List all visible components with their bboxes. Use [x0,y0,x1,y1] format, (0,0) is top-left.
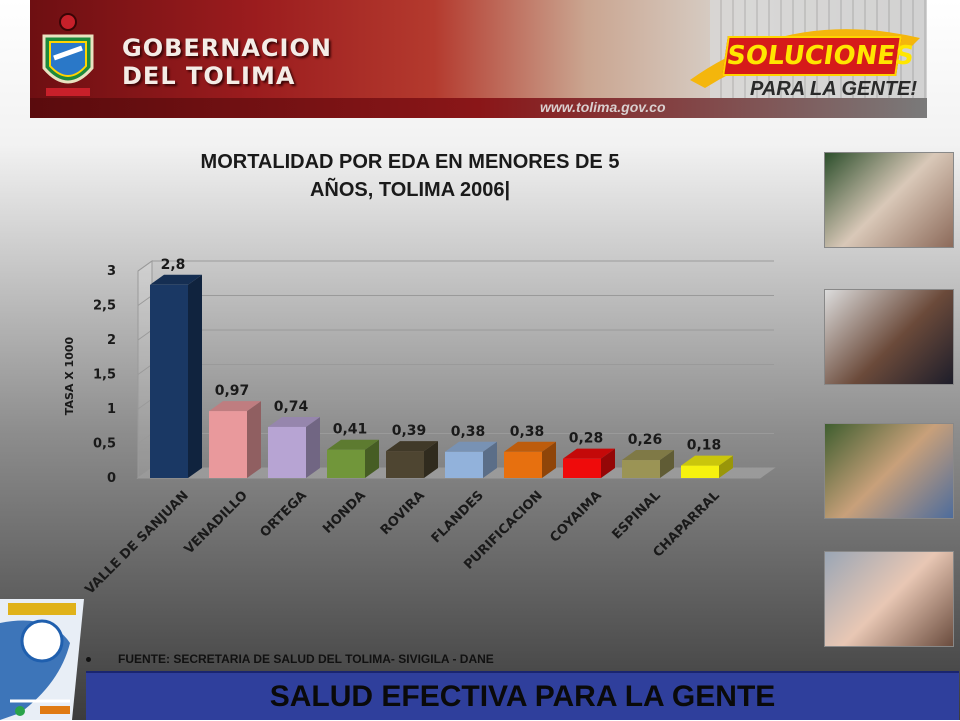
y-axis-label: TASA X 1000 [63,336,76,415]
y-tick-label: 2 [107,333,116,348]
data-label: 0,26 [628,432,663,448]
x-tick-label: VALLE DE SANJUAN [82,488,191,597]
tolima-crest-icon [42,13,94,96]
bar-top [268,416,320,427]
bar [622,460,660,478]
secretaria-salud-logo [0,599,84,720]
bar-side [660,450,674,478]
bar-top [504,441,556,452]
bar-top [209,401,261,412]
bar [563,458,601,478]
gridline-diag [137,295,153,306]
x-tick-label: VENADILLO [182,488,251,557]
bar-top [445,441,497,452]
website-url: www.tolima.gov.co [540,99,666,115]
gridline-diag [137,329,153,341]
gridline-diag [137,433,153,444]
bar-top [622,450,674,461]
chart-title-line1: MORTALIDAD POR EDA EN MENORES DE 5 [200,151,620,173]
data-label: 0,97 [215,383,250,399]
bar [386,451,424,478]
source-text: FUENTE: SECRETARIA DE SALUD DEL TOLIMA- … [118,652,494,666]
bar-side [365,439,379,478]
org-name-line1: GOBERNACION [122,34,332,62]
bar-side [247,401,261,478]
x-tick-label: HONDA [320,488,369,537]
bar [150,284,188,478]
data-label: 0,41 [333,422,368,438]
data-label: 0,38 [451,424,486,440]
gridline-diag [137,398,153,410]
logo-band-top [8,603,76,615]
chart-title-line2: AÑOS, TOLIMA 2006| [309,179,511,201]
bar-top [563,448,615,459]
y-tick-label: 1 [107,402,116,417]
bar-side [188,274,202,478]
y-tick-label: 1,5 [93,368,116,383]
y-tick-label: 0,5 [93,437,116,452]
bar-top [386,441,438,452]
source-note: FUENTE: SECRETARIA DE SALUD DEL TOLIMA- … [86,652,494,666]
header-banner: GOBERNACION DEL TOLIMA www.tolima.gov.co… [30,0,927,118]
photo-mother-baby [824,152,954,248]
slogan-subtitle: PARA LA GENTE! [750,78,918,100]
photo-child-vaccination [824,289,954,385]
data-label: 0,38 [510,424,545,440]
photo-toddler [824,551,954,647]
y-tick-label: 3 [107,264,116,279]
bar-top [327,439,379,450]
footer-slogan: SALUD EFECTIVA PARA LA GENTE [86,671,959,720]
photo-children-group [824,423,954,519]
data-label: 0,74 [274,399,309,415]
bar [681,465,719,478]
bar-top [681,455,733,466]
bar [209,411,247,478]
x-tick-label: ROVIRA [378,488,428,538]
slogan-logo: SOLUCIONES PARA LA GENTE! [670,18,927,108]
y-tick-label: 0 [107,471,116,486]
data-label: 0,18 [687,438,722,454]
gridline-diag [137,467,153,479]
chart-title: MORTALIDAD POR EDA EN MENORES DE 5 AÑOS,… [120,148,700,204]
bullet-icon [86,657,91,663]
bar-side [306,416,320,478]
bar-side [719,455,733,478]
x-tick-label: FLANDES [429,488,487,546]
bar-side [601,448,615,478]
bar-side [483,441,497,478]
y-tick-label: 2,5 [93,299,116,314]
gridline-diag [137,260,153,272]
data-label: 0,28 [569,431,604,447]
bar-side [542,441,556,478]
bar [504,451,542,478]
bar [327,449,365,478]
bar-side [424,441,438,478]
bar [268,426,306,478]
x-tick-label: ESPINAL [609,488,663,542]
data-label: 0,39 [392,423,427,439]
x-tick-label: ORTEGA [258,488,310,540]
bar [445,451,483,478]
org-name-line2: DEL TOLIMA [122,62,296,90]
banner-strip [30,98,927,118]
data-label: 2,8 [161,257,186,273]
gridline-diag [137,364,153,375]
x-tick-label: COYAIMA [547,488,604,545]
bar-top [150,274,202,285]
